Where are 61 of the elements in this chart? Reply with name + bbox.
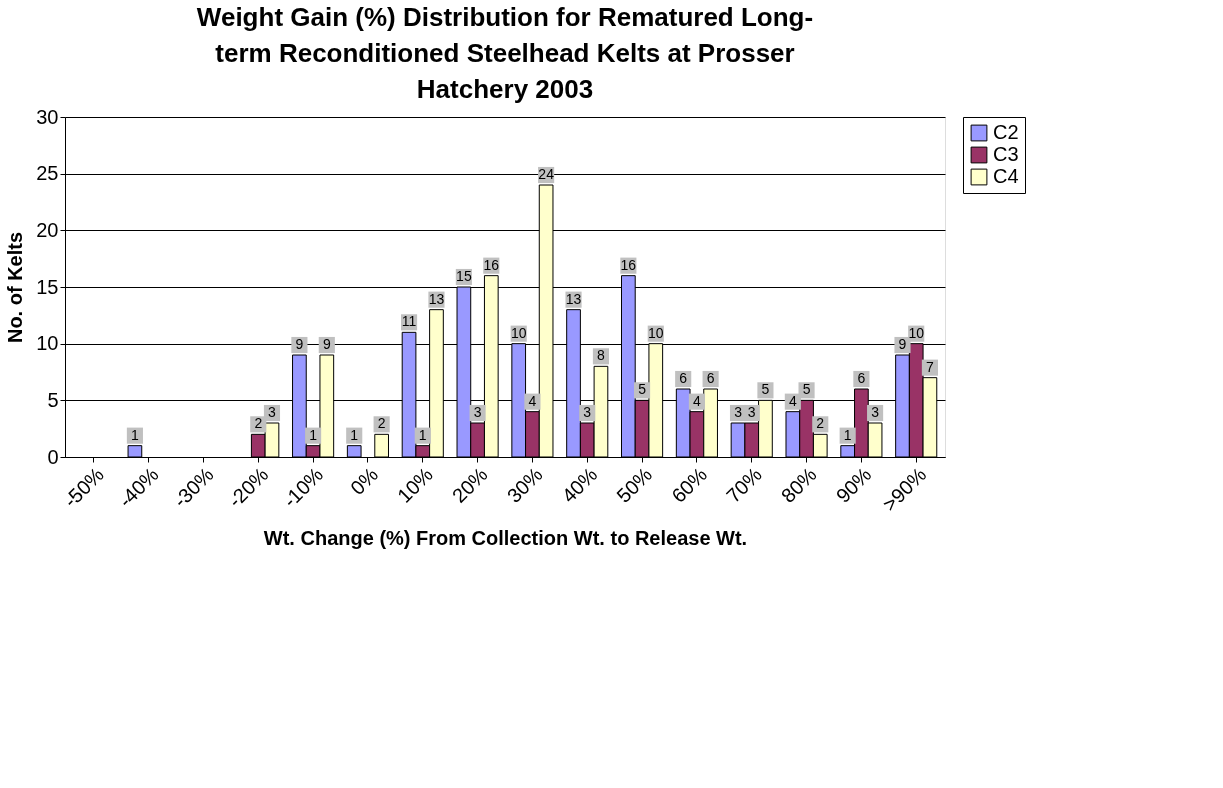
data-label: 1 — [843, 426, 852, 443]
data-label: 9 — [322, 336, 331, 352]
data-label: 3 — [473, 404, 482, 420]
data-label: 1 — [418, 426, 427, 443]
data-label: 1 — [309, 426, 318, 443]
x-tick-label: 90% — [831, 462, 876, 507]
data-label: 5 — [638, 381, 647, 398]
data-label: 13 — [565, 290, 582, 307]
data-label: 1 — [131, 426, 140, 443]
data-label: 4 — [528, 392, 537, 409]
y-tick-label: 30 — [36, 105, 59, 128]
legend-label: C3 — [993, 143, 1019, 165]
data-label: 7 — [926, 358, 935, 375]
data-label: 3 — [734, 404, 743, 420]
legend-label: C4 — [993, 165, 1019, 187]
data-label: 5 — [802, 381, 811, 398]
x-tick-label: 0% — [346, 462, 383, 500]
data-label: 6 — [857, 370, 866, 386]
data-label: 4 — [788, 392, 797, 409]
data-label: 16 — [620, 256, 637, 273]
data-label: 6 — [679, 370, 688, 386]
data-label: 5 — [761, 381, 770, 398]
data-label: 3 — [747, 404, 756, 420]
x-tick-label: 50% — [612, 462, 657, 507]
y-tick-label: 25 — [36, 162, 59, 185]
data-label: 8 — [597, 347, 606, 364]
x-axis-title: Wt. Change (%) From Collection Wt. to Release Wt. — [263, 527, 748, 550]
y-tick-label: 15 — [36, 275, 59, 298]
data-label: 3 — [583, 404, 592, 420]
legend-label: C2 — [993, 121, 1019, 143]
y-tick-label: 10 — [36, 332, 59, 355]
data-label: 13 — [428, 290, 445, 307]
x-tick-label: 70% — [722, 462, 767, 507]
data-label: 10 — [647, 324, 664, 341]
data-label: 1 — [350, 426, 359, 443]
x-tick-label: 20% — [447, 462, 492, 507]
y-tick-label: 5 — [47, 388, 59, 411]
x-tick-label: 40% — [557, 462, 602, 507]
data-label: 15 — [456, 268, 472, 284]
data-label: 16 — [483, 256, 500, 273]
data-label: 6 — [706, 370, 715, 386]
data-label: 9 — [898, 336, 907, 352]
y-tick-label: 20 — [36, 218, 59, 241]
data-label: 11 — [401, 313, 417, 330]
y-tick-label: 0 — [47, 445, 59, 468]
data-label: 10 — [908, 324, 925, 341]
data-label: 2 — [816, 415, 825, 432]
data-label: 10 — [510, 324, 527, 341]
data-label: 2 — [377, 415, 386, 432]
x-tick-label: 80% — [776, 462, 821, 507]
data-label: 3 — [871, 404, 880, 420]
chart-title: Weight Gain (%) Distribution for Rematured Long-term Reconditioned Steelhead Kelts at Prosser Hatchery 2003 — [196, 2, 814, 104]
x-tick-label: 10% — [393, 462, 438, 507]
data-label: 3 — [268, 404, 277, 420]
x-tick-label: 60% — [667, 462, 712, 507]
data-label: 2 — [254, 415, 263, 432]
x-tick-label: 30% — [502, 462, 547, 507]
data-label: 24 — [538, 166, 555, 182]
data-label: 9 — [295, 336, 304, 352]
data-label: 4 — [693, 392, 701, 409]
y-axis-title: No. of Kelts — [4, 231, 27, 344]
